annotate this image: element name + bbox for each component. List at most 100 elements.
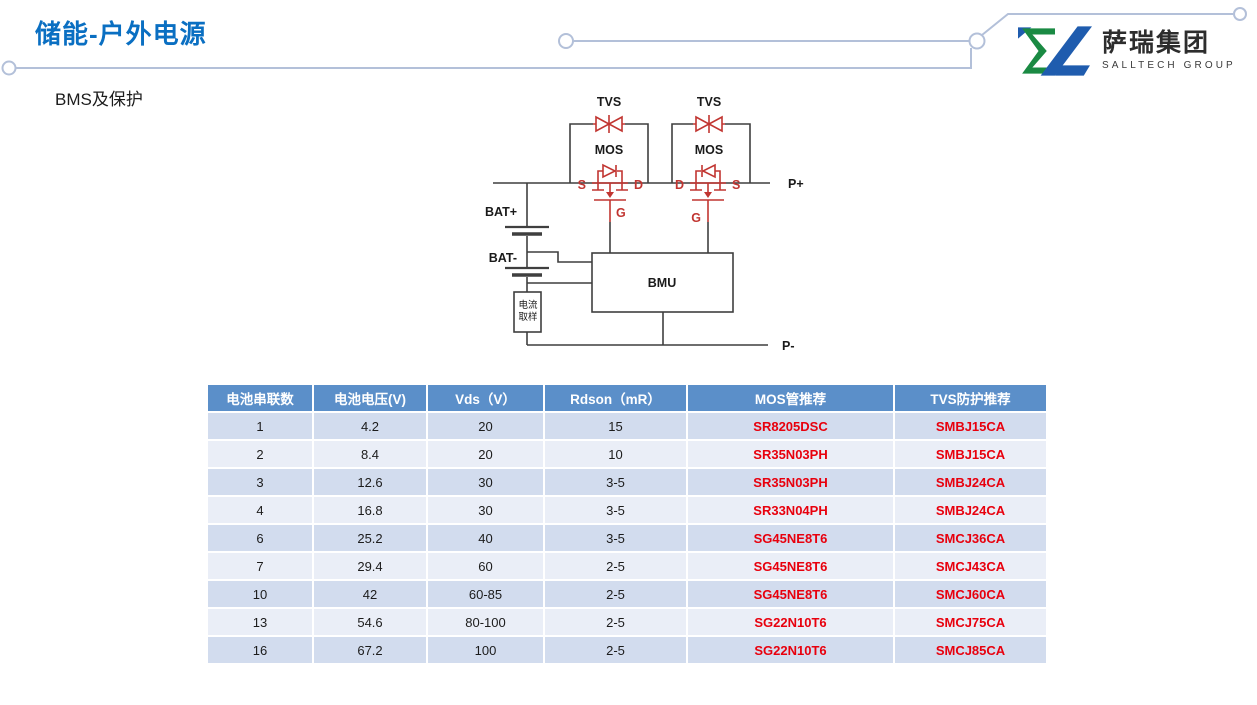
section-subtitle: BMS及保护: [55, 90, 143, 109]
gate-label-right: G: [691, 211, 701, 225]
source-label-right: S: [732, 178, 740, 192]
table-cell: SG45NE8T6: [688, 581, 893, 607]
table-cell: 30: [428, 497, 543, 523]
table-cell: 3: [208, 469, 312, 495]
table-row: 10 42 60-85 2-5 SG45NE8T6 SMCJ60CA: [208, 581, 1047, 607]
table-cell: 4: [208, 497, 312, 523]
table-row: 16 67.2 100 2-5 SG22N10T6 SMCJ85CA: [208, 637, 1047, 663]
table-cell: 8.4: [314, 441, 426, 467]
tvs-loop-right-1: [671, 123, 693, 183]
table-cell: SG22N10T6: [688, 609, 893, 635]
drain-label-right: D: [675, 178, 684, 192]
connector-node-right: [1233, 7, 1247, 21]
table-cell: SMCJ75CA: [895, 609, 1046, 635]
table-cell: 7: [208, 553, 312, 579]
table-row: 4 16.8 30 3-5 SR33N04PH SMBJ24CA: [208, 497, 1047, 523]
table-cell: 3-5: [545, 469, 686, 495]
table-row: 6 25.2 40 3-5 SG45NE8T6 SMCJ36CA: [208, 525, 1047, 551]
table-cell: 3-5: [545, 497, 686, 523]
current-sample-label-1: 电流: [518, 299, 538, 311]
table-cell: 2: [208, 441, 312, 467]
current-sample-box: [513, 291, 542, 333]
table-cell: 60-85: [428, 581, 543, 607]
table-row: 13 54.6 80-100 2-5 SG22N10T6 SMCJ75CA: [208, 609, 1047, 635]
page-title: 储能-户外电源: [35, 19, 207, 49]
table-cell: 80-100: [428, 609, 543, 635]
table-cell: 2-5: [545, 581, 686, 607]
connector-line-lower: [16, 48, 972, 69]
column-header: 电池电压(V): [314, 385, 426, 411]
p-plus-label: P+: [788, 177, 804, 191]
table-cell: 15: [545, 413, 686, 439]
tvs-loop-right-2: [725, 123, 751, 183]
table-row: 7 29.4 60 2-5 SG45NE8T6 SMCJ43CA: [208, 553, 1047, 579]
column-header: TVS防护推荐: [895, 385, 1046, 411]
table-cell: 2-5: [545, 553, 686, 579]
mos-label-right: MOS: [695, 143, 723, 157]
tvs-loop-left-1: [569, 123, 593, 183]
table-cell: 54.6: [314, 609, 426, 635]
tvs-label-left: TVS: [597, 95, 621, 109]
table-cell: 2-5: [545, 637, 686, 663]
connector-line-diagonal: [981, 13, 1233, 36]
table-cell: 40: [428, 525, 543, 551]
table-cell: 67.2: [314, 637, 426, 663]
table-cell: 2-5: [545, 609, 686, 635]
table-cell: SR35N03PH: [688, 441, 893, 467]
table-row: 1 4.2 20 15 SR8205DSC SMBJ15CA: [208, 413, 1047, 439]
bat-plus-label: BAT+: [485, 205, 517, 219]
table-cell: 12.6: [314, 469, 426, 495]
table-cell: 25.2: [314, 525, 426, 551]
column-header: 电池串联数: [208, 385, 312, 411]
table-cell: SR8205DSC: [688, 413, 893, 439]
tvs-loop-left-2: [625, 123, 649, 183]
table-cell: 1: [208, 413, 312, 439]
logo-text: 萨瑞集团 SALLTECH GROUP: [1102, 28, 1236, 71]
drain-label-left: D: [634, 178, 643, 192]
mosfet-symbol-right: [690, 163, 726, 222]
tvs-symbol-right: [693, 115, 725, 133]
table-row: 3 12.6 30 3-5 SR35N03PH SMBJ24CA: [208, 469, 1047, 495]
table-cell: 30: [428, 469, 543, 495]
bmu-box: [591, 252, 734, 313]
column-header: Rdson（mR）: [545, 385, 686, 411]
table-cell: 3-5: [545, 525, 686, 551]
logo-name-cn: 萨瑞集团: [1102, 29, 1211, 57]
mos-label-left: MOS: [595, 143, 623, 157]
column-header: Vds（V）: [428, 385, 543, 411]
tvs-label-right: TVS: [697, 95, 721, 109]
source-label-left: S: [578, 178, 586, 192]
table-cell: 6: [208, 525, 312, 551]
column-header: MOS管推荐: [688, 385, 893, 411]
table-cell: SMBJ24CA: [895, 497, 1046, 523]
table-cell: 10: [208, 581, 312, 607]
gate-label-left: G: [616, 206, 626, 220]
table-cell: 10: [545, 441, 686, 467]
mosfet-symbol-left: [592, 163, 628, 222]
table-cell: SMCJ60CA: [895, 581, 1046, 607]
connector-node-left: [1, 60, 17, 76]
bms-circuit-diagram: TVS TVS MOS MOS S D D S G G BAT+ BAT- BM…: [485, 95, 804, 353]
table-row: 2 8.4 20 10 SR35N03PH SMBJ15CA: [208, 441, 1047, 467]
table-cell: SMCJ36CA: [895, 525, 1046, 551]
table-cell: 60: [428, 553, 543, 579]
table-cell: SMCJ85CA: [895, 637, 1046, 663]
bat-minus-stub: [527, 251, 592, 263]
table-cell: 42: [314, 581, 426, 607]
connector-node-mid-left: [558, 33, 574, 49]
recommendation-table: 电池串联数 电池电压(V) Vds（V） Rdson（mR） MOS管推荐 TVS防护推荐…: [208, 385, 1047, 663]
decorative-connector-lines: [1, 7, 1247, 76]
logo-mark-icon: [1018, 26, 1092, 76]
table-cell: 16: [208, 637, 312, 663]
current-sample-label-2: 取样: [518, 311, 537, 323]
table-cell: 100: [428, 637, 543, 663]
table-cell: SG22N10T6: [688, 637, 893, 663]
table-body: 1 4.2 20 15 SR8205DSC SMBJ15CA 2 8.4 20 10 SR35N03…: [208, 413, 1047, 663]
tvs-symbol-left: [593, 115, 625, 133]
table-cell: 16.8: [314, 497, 426, 523]
table-header-row: 电池串联数 电池电压(V) Vds（V） Rdson（mR） MOS管推荐 TVS防护推荐: [208, 385, 1047, 411]
bat-minus-label: BAT-: [489, 251, 517, 265]
table-cell: SMBJ24CA: [895, 469, 1046, 495]
table-cell: 20: [428, 441, 543, 467]
